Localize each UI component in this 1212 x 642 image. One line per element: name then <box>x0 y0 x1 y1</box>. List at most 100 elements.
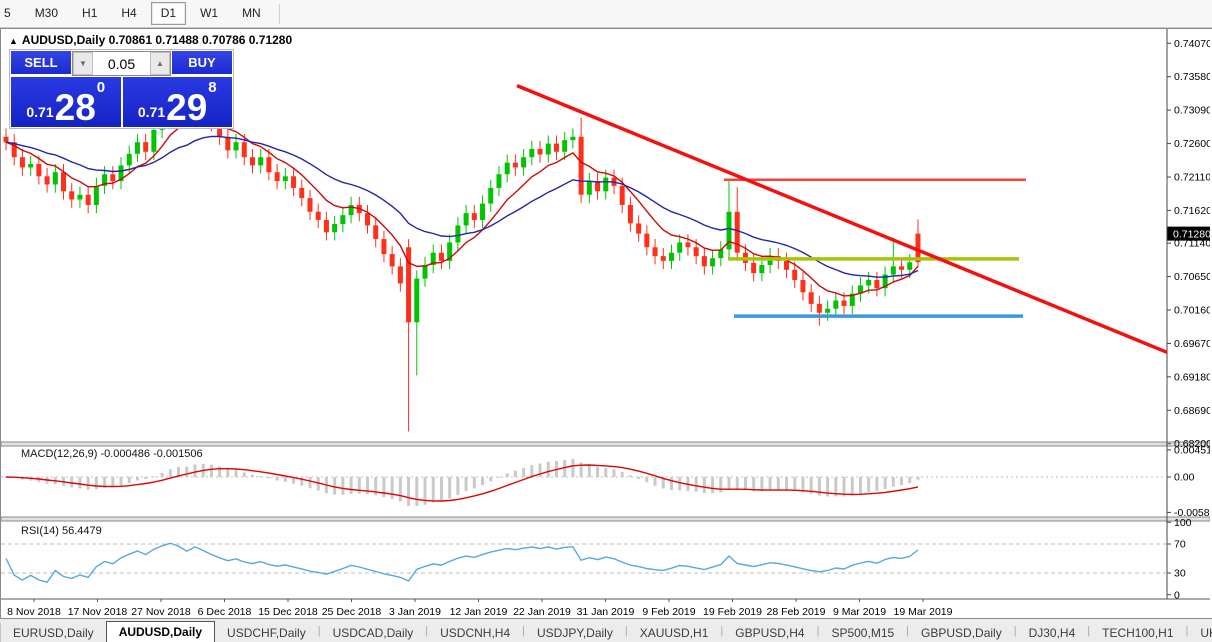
rsi-axis-label: 70 <box>1174 539 1186 551</box>
ma-slow-line[interactable] <box>5 135 919 278</box>
volume-down-icon[interactable]: ▼ <box>73 52 93 75</box>
macd-bar <box>119 477 123 486</box>
macd-bar <box>283 477 287 482</box>
date-axis-label: 19 Feb 2019 <box>703 606 762 618</box>
chart-tab-gbpusd-daily[interactable]: GBPUSD,Daily <box>921 626 1002 640</box>
date-axis-label: 12 Jan 2019 <box>450 606 508 618</box>
ma-fast-line[interactable] <box>5 116 919 297</box>
macd-bar <box>817 477 821 496</box>
sell-button[interactable]: SELL <box>11 51 71 76</box>
chart-tab-gbpusd-h4[interactable]: GBPUSD,H4 <box>735 626 805 640</box>
tab-separator: | <box>425 625 429 637</box>
macd-bar <box>645 477 649 483</box>
date-axis-label: 8 Nov 2018 <box>7 606 61 618</box>
candle-body <box>332 224 338 233</box>
candle-body <box>693 247 699 257</box>
candle-body <box>447 242 453 261</box>
candle-body <box>890 266 896 275</box>
macd-bar <box>538 463 542 477</box>
chart-tab-sp500-m15[interactable]: SP500,M15 <box>831 626 895 640</box>
macd-bar <box>900 477 904 486</box>
volume-up-icon[interactable]: ▲ <box>150 52 170 75</box>
candle-body <box>414 278 420 323</box>
one-click-trading-panel: SELL ▼ 0.05 ▲ BUY 0.71 28 0 0.71 29 8 <box>9 49 234 129</box>
macd-bar <box>546 461 550 477</box>
macd-axis-label: -0.005899 <box>1174 507 1210 519</box>
price-axis-label: 0.68200 <box>1174 438 1210 450</box>
price-axis-label: 0.73090 <box>1174 105 1210 117</box>
macd-bar <box>423 477 427 505</box>
chart-tab-tech100-h1[interactable]: TECH100,H1 <box>1102 626 1174 640</box>
chart-tab-usdcad-daily[interactable]: USDCAD,Daily <box>332 626 414 640</box>
rsi-label: RSI(14) 56.4479 <box>21 525 102 537</box>
timeframe-button-5[interactable]: 5 <box>4 6 11 20</box>
macd-bar <box>834 477 838 497</box>
macd-bar <box>316 477 320 491</box>
candle-body <box>389 254 395 267</box>
macd-bar <box>752 477 756 492</box>
timeframe-button-h1[interactable]: H1 <box>82 6 98 20</box>
buy-price-tile[interactable]: 0.71 29 8 <box>122 77 232 127</box>
descending-trendline[interactable] <box>516 83 1168 354</box>
macd-bar <box>111 477 115 488</box>
volume-input[interactable]: 0.05 <box>107 55 136 72</box>
candle-body <box>3 136 9 143</box>
macd-signal-line[interactable] <box>5 464 919 502</box>
timeframe-button-m30[interactable]: M30 <box>34 6 59 20</box>
chart-tab-dj30-h4[interactable]: DJ30,H4 <box>1028 626 1076 640</box>
period-toolbar: 5 M30 H1 H4 D1 W1 MN <box>0 0 1212 28</box>
candle-body <box>52 172 58 185</box>
macd-bar <box>620 471 624 477</box>
chart-tab-ukc[interactable]: UKC <box>1200 626 1212 640</box>
candle-body <box>816 303 822 313</box>
timeframe-button-d1[interactable]: D1 <box>150 2 187 25</box>
chart-tab-eurusd-daily[interactable]: EURUSD,Daily <box>13 626 94 640</box>
macd-bar <box>267 477 271 479</box>
timeframe-button-mn[interactable]: MN <box>242 6 261 20</box>
macd-bar <box>867 477 871 492</box>
candle-body <box>751 262 757 274</box>
candle-body <box>882 274 888 289</box>
candle-body <box>562 140 568 152</box>
macd-axis-label: 0.00 <box>1174 472 1195 484</box>
timeframe-button-w1[interactable]: W1 <box>200 6 219 20</box>
candle-body <box>422 264 428 279</box>
candle-body <box>381 239 387 255</box>
candle-body <box>110 174 116 182</box>
macd-bar <box>908 477 912 484</box>
rsi-line[interactable] <box>5 542 919 584</box>
chart-title: ▲ AUDUSD,Daily 0.70861 0.71488 0.70786 0.… <box>9 33 292 47</box>
price-chart[interactable]: 0.740700.735800.730900.726000.721100.716… <box>1 29 1210 619</box>
sell-price-tile[interactable]: 0.71 28 0 <box>11 77 121 127</box>
tab-separator: | <box>1185 625 1189 637</box>
macd-bar <box>135 477 139 481</box>
tab-separator: | <box>816 625 820 637</box>
chart-tab-usdcnh-h4[interactable]: USDCNH,H4 <box>440 626 511 640</box>
buy-price-sup: 8 <box>208 79 217 96</box>
macd-bar <box>374 477 378 496</box>
candle-body <box>19 157 25 168</box>
macd-bar <box>308 477 312 489</box>
macd-bar <box>341 477 345 495</box>
macd-bar <box>366 477 370 495</box>
chart-tab-usdchf-daily[interactable]: USDCHF,Daily <box>227 626 306 640</box>
collapse-arrow-icon[interactable]: ▲ <box>9 36 18 46</box>
macd-bar <box>70 477 74 488</box>
timeframe-button-h4[interactable]: H4 <box>121 6 137 20</box>
macd-bar <box>858 477 862 494</box>
candle-body <box>660 256 666 261</box>
macd-bar <box>234 470 238 477</box>
chart-tab-audusd-daily[interactable]: AUDUSD,Daily <box>105 621 216 642</box>
candle-body <box>849 293 855 306</box>
candle-body <box>529 149 535 158</box>
chart-tab-usdjpy-daily[interactable]: USDJPY,Daily <box>537 626 613 640</box>
buy-button[interactable]: BUY <box>172 51 232 76</box>
candle-body <box>77 194 83 200</box>
macd-bar <box>785 477 789 491</box>
candle-body <box>315 211 321 220</box>
candle-body <box>496 174 502 188</box>
date-axis-label: 28 Feb 2019 <box>767 606 826 618</box>
macd-bar <box>127 477 131 484</box>
chart-tab-xauusd-h1[interactable]: XAUUSD,H1 <box>639 626 709 640</box>
rsi-axis-label: 30 <box>1174 568 1186 580</box>
